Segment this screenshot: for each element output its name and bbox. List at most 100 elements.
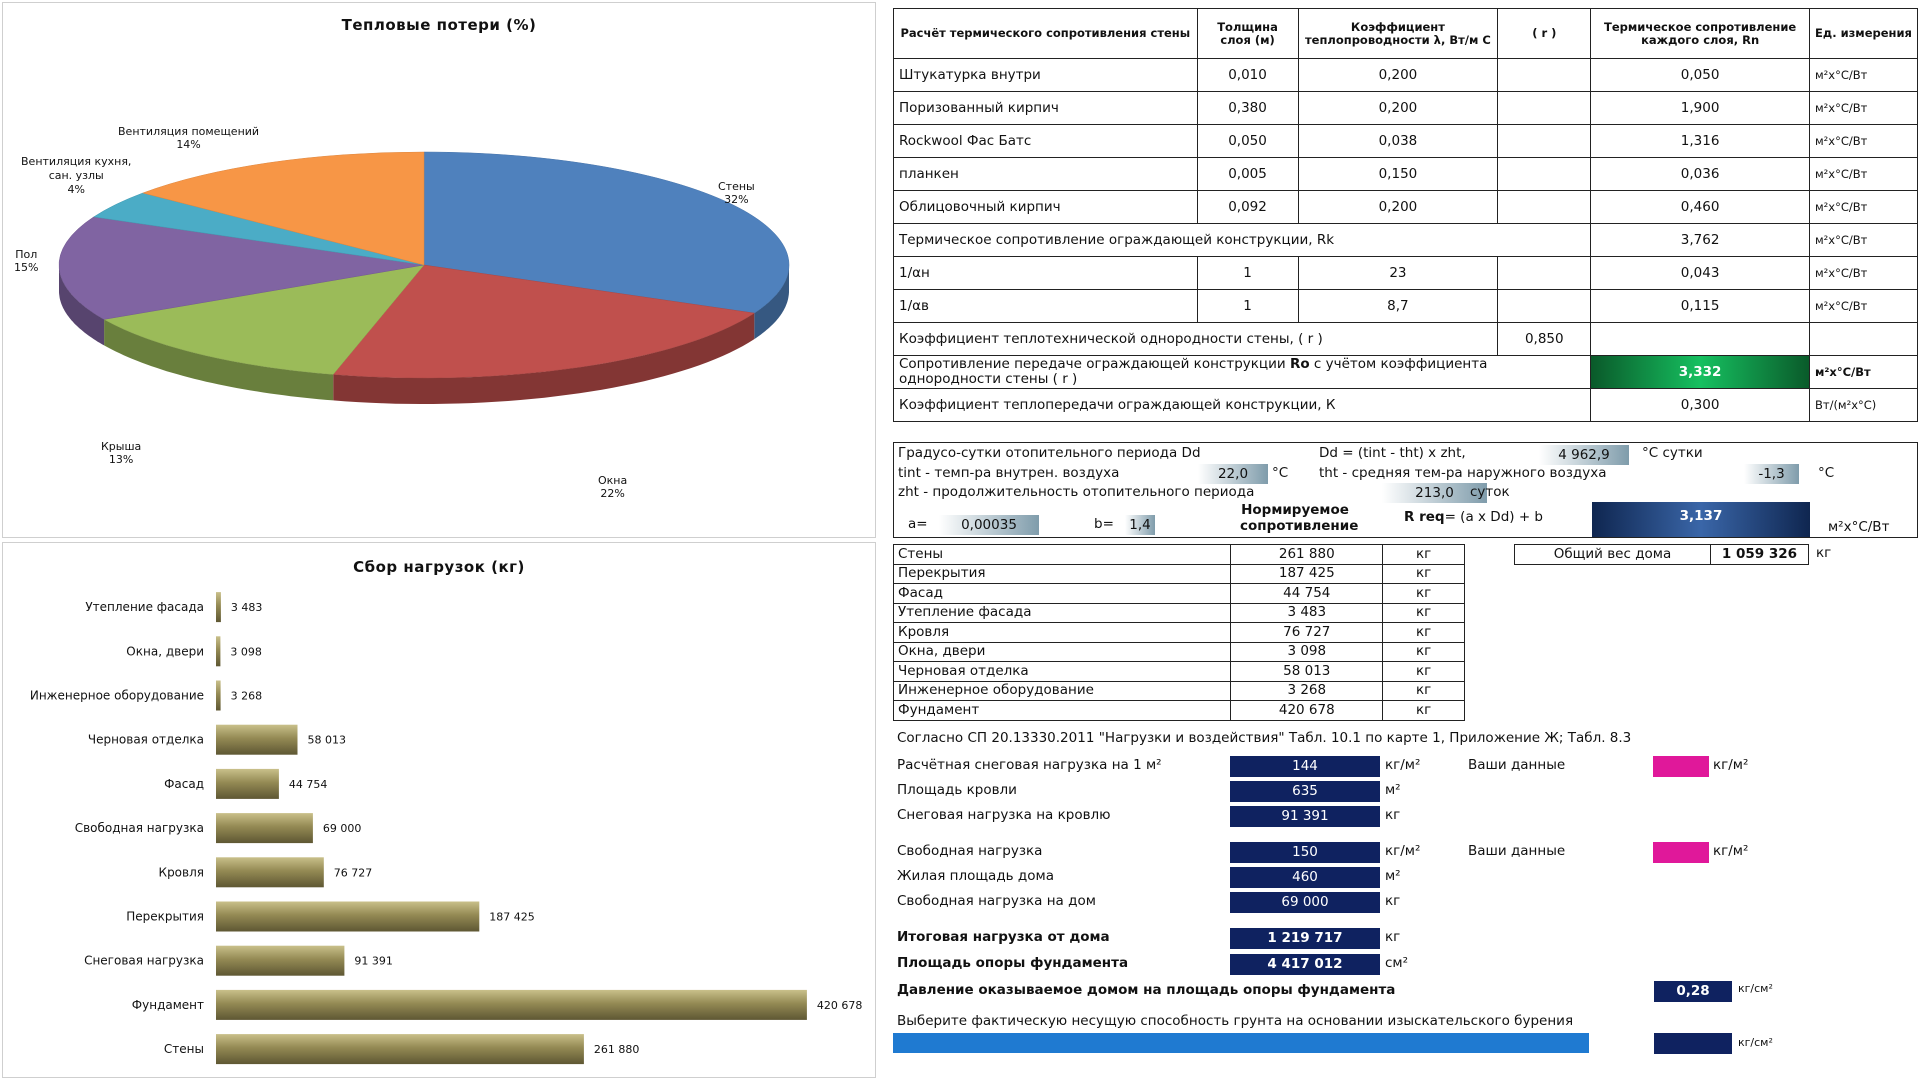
an-empty (1497, 256, 1592, 290)
bar (216, 901, 480, 932)
layer-name[interactable]: Поризованный кирпич (893, 91, 1198, 125)
load-unit: кг (1382, 680, 1465, 701)
uniformity-value[interactable]: 0,850 (1497, 322, 1592, 356)
bar-value-label: 261 880 (594, 1043, 640, 1056)
your-data-input[interactable] (1653, 756, 1709, 777)
tht-value[interactable]: -1,3 (1744, 464, 1799, 484)
layer-name[interactable]: планкен (893, 157, 1198, 191)
layer-thickness[interactable]: 0,005 (1196, 157, 1299, 191)
bar-category-label: Кровля (159, 865, 204, 879)
rk-unit: м²х°С/Вт (1808, 223, 1919, 257)
pie-slice-side (333, 313, 755, 404)
layer-name[interactable]: Rockwool Фас Батс (893, 124, 1198, 158)
bar (216, 989, 807, 1020)
an-value: 0,043 (1590, 256, 1810, 290)
layer-r[interactable] (1497, 58, 1592, 92)
bar-category-label: Черновая отделка (88, 733, 204, 747)
layer-r[interactable] (1497, 190, 1592, 224)
k-value: 0,300 (1590, 388, 1810, 422)
load-unit: кг (1382, 641, 1465, 662)
pie-slice-side (754, 265, 789, 340)
layer-thickness[interactable]: 0,092 (1196, 190, 1299, 224)
dd-formula: Dd = (tint - tht) x zht, (1319, 445, 1466, 461)
av-label: 1/αв (893, 289, 1198, 323)
soil-select[interactable] (893, 1033, 1589, 1053)
an-b[interactable]: 23 (1297, 256, 1499, 290)
your-data2-input[interactable] (1653, 842, 1709, 863)
bar-category-label: Снеговая нагрузка (84, 954, 204, 968)
your-data2-label: Ваши данные (1468, 843, 1566, 859)
bar-category-label: Окна, двери (126, 644, 204, 658)
pie-label-kitchen-vent: Вентиляция кухня, сан. узлы 4% (21, 155, 132, 196)
b-value[interactable]: 1,4 (1125, 515, 1155, 535)
layer-rn: 0,036 (1590, 157, 1810, 191)
layer-r[interactable] (1497, 157, 1592, 191)
av-a: 1 (1196, 289, 1299, 323)
layer-unit: м²х°С/Вт (1808, 124, 1919, 158)
layer-r[interactable] (1497, 124, 1592, 158)
layer-lambda[interactable]: 0,200 (1297, 91, 1499, 125)
layer-thickness[interactable]: 0,050 (1196, 124, 1299, 158)
thermal-header-row: Расчёт термического сопротивления стены … (893, 8, 1919, 59)
free-house-unit: кг (1385, 893, 1401, 909)
table-row: Черновая отделка 58 013 кг (892, 661, 1465, 682)
total-weight-unit: кг (1816, 545, 1832, 561)
your-data2-unit: кг/м² (1713, 843, 1749, 859)
pressure-value: 0,28 (1654, 981, 1732, 1002)
pressure-label: Давление оказываемое домом на площадь оп… (897, 982, 1396, 998)
layer-thickness[interactable]: 0,010 (1196, 58, 1299, 92)
layer-unit: м²х°С/Вт (1808, 190, 1919, 224)
thermal-resistance-table: Расчёт термического сопротивления стены … (892, 8, 1919, 422)
snow-foundation-block: Согласно СП 20.13330.2011 "Нагрузки и во… (893, 730, 1918, 1078)
zht-value[interactable]: 213,0 (1382, 483, 1487, 503)
dd-value: 4 962,9 (1539, 445, 1629, 465)
pie-chart-panel: Тепловые потери (%) Стены 32% Окна 22% Кры… (2, 2, 876, 538)
pie-label-roof: Крыша 13% (101, 440, 142, 466)
pie-label-walls: Стены 32% (718, 180, 755, 206)
table-row: Стены 261 880 кг (892, 544, 1465, 565)
layer-unit: м²х°С/Вт (1808, 157, 1919, 191)
rk-row: Термическое сопротивление ограждающей ко… (892, 223, 1919, 257)
layer-lambda[interactable]: 0,200 (1297, 58, 1499, 92)
an-unit: м²х°С/Вт (1808, 256, 1919, 290)
total-weight-label: Общий вес дома (1514, 544, 1711, 565)
load-name: Окна, двери (892, 641, 1232, 662)
tint-value[interactable]: 22,0 (1198, 464, 1268, 484)
b-label: b= (1094, 516, 1114, 532)
layer-lambda[interactable]: 0,038 (1297, 124, 1499, 158)
layer-row: Rockwool Фас Батс 0,050 0,038 1,316 м²х°… (893, 124, 1919, 158)
layer-thickness[interactable]: 0,380 (1196, 91, 1299, 125)
layer-r[interactable] (1497, 91, 1592, 125)
a-value[interactable]: 0,00035 (939, 515, 1039, 535)
layer-lambda[interactable]: 0,200 (1297, 190, 1499, 224)
total-load-label: Итоговая нагрузка от дома (897, 929, 1110, 945)
an-row: 1/αн 1 23 0,043 м²х°С/Вт (893, 256, 1919, 290)
living-area-value: 460 (1230, 867, 1380, 888)
load-unit: кг (1382, 700, 1465, 721)
av-b[interactable]: 8,7 (1297, 289, 1499, 323)
bar (216, 1034, 584, 1065)
pressure-unit: кг/см² (1738, 982, 1773, 995)
header-lambda: Коэффициент теплопроводности λ, Вт/м С (1297, 8, 1499, 59)
layer-lambda[interactable]: 0,150 (1297, 157, 1499, 191)
soil-value[interactable] (1654, 1033, 1732, 1054)
an-a: 1 (1196, 256, 1299, 290)
table-row: Окна, двери 3 098 кг (892, 641, 1465, 662)
bar-category-label: Инженерное оборудование (30, 689, 204, 703)
k-label: Коэффициент теплопередачи ограждающей ко… (892, 388, 1592, 422)
ro-value: 3,332 (1590, 355, 1810, 389)
load-name: Утепление фасада (892, 602, 1232, 623)
load-value: 44 754 (1230, 583, 1384, 604)
total-weight-box: Общий вес дома 1 059 326 (1514, 544, 1809, 565)
table-row: Перекрытия 187 425 кг (892, 563, 1465, 584)
tht-label: tht - средняя тем-ра наружного воздуха (1319, 465, 1607, 481)
dd-unit: °С сутки (1642, 445, 1703, 461)
layer-name[interactable]: Штукатурка внутри (893, 58, 1198, 92)
an-label: 1/αн (893, 256, 1198, 290)
total-weight-row: Общий вес дома 1 059 326 (1514, 544, 1809, 565)
layer-name[interactable]: Облицовочный кирпич (893, 190, 1198, 224)
table-row: Кровля 76 727 кг (892, 622, 1465, 643)
your-data-unit: кг/м² (1713, 757, 1749, 773)
pie-slice (423, 151, 790, 314)
free-load-label: Свободная нагрузка (897, 843, 1043, 859)
